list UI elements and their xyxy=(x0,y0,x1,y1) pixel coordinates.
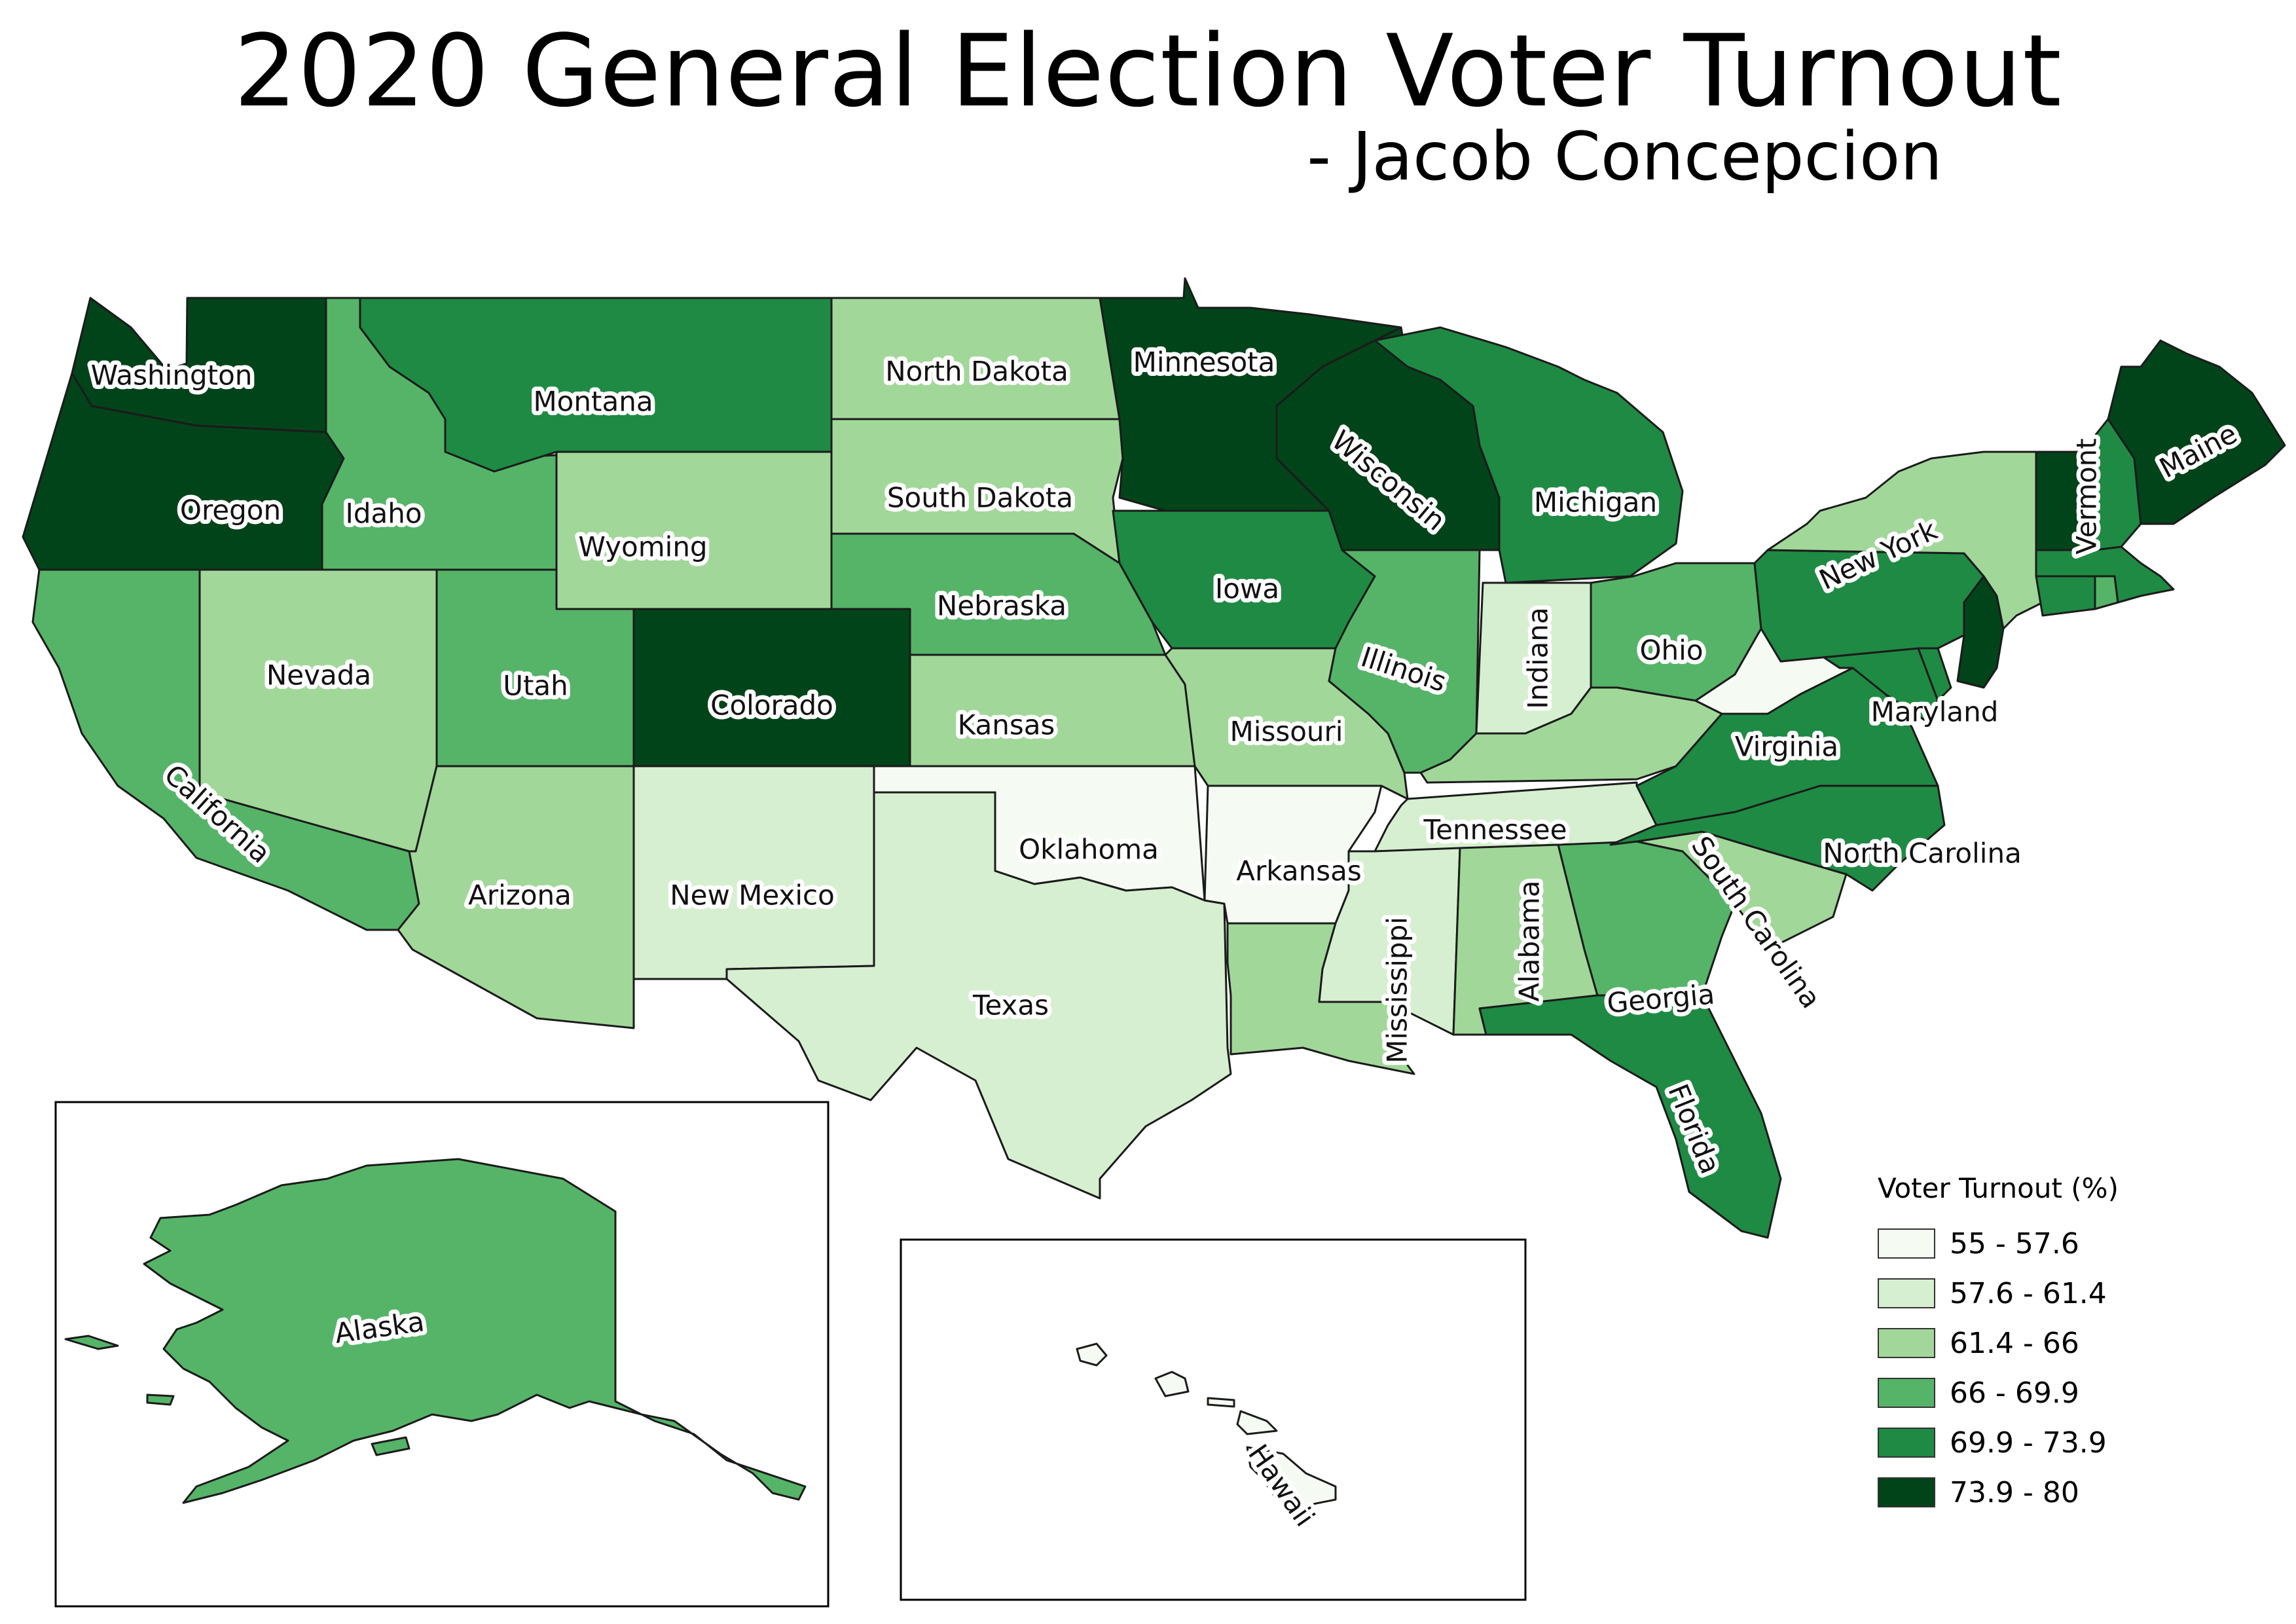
legend-label: 57.6 - 61.4 xyxy=(1950,1276,2107,1310)
legend-swatch xyxy=(1878,1278,1935,1308)
label-colorado: Colorado xyxy=(710,690,833,722)
state-massachusetts[interactable] xyxy=(2035,545,2175,604)
map-subtitle: - Jacob Concepcion xyxy=(1307,118,1942,196)
label-oklahoma: Oklahoma xyxy=(1019,834,1159,866)
hawaii-island-kauai xyxy=(1076,1342,1108,1367)
alaska-island-west xyxy=(64,1335,119,1350)
label-montana: Montana xyxy=(533,386,653,418)
map-title: 2020 General Election Voter Turnout xyxy=(234,13,2062,129)
legend-item: 61.4 - 66 xyxy=(1878,1318,2119,1368)
legend-swatch xyxy=(1878,1228,1935,1259)
legend-item: 55 - 57.6 xyxy=(1878,1219,2119,1268)
alaska-island-kodiak xyxy=(371,1436,410,1456)
hawaii-island-oahu xyxy=(1154,1371,1190,1397)
label-maryland: Maryland xyxy=(1871,696,1999,728)
label-virginia: Virginia xyxy=(1735,731,1838,763)
state-hawaii[interactable] xyxy=(1246,1446,1337,1507)
legend-title: Voter Turnout (%) xyxy=(1878,1172,2119,1204)
legend: Voter Turnout (%) 55 - 57.6 57.6 - 61.4 … xyxy=(1878,1172,2119,1517)
legend-item: 57.6 - 61.4 xyxy=(1878,1268,2119,1318)
hawaii-inset-frame xyxy=(900,1238,1527,1601)
label-arizona: Arizona xyxy=(468,879,572,912)
label-utah: Utah xyxy=(503,670,568,702)
alaska-island-south xyxy=(146,1393,175,1406)
legend-item: 73.9 - 80 xyxy=(1878,1467,2119,1517)
label-texas: Texas xyxy=(972,989,1049,1022)
state-maine[interactable] xyxy=(2107,339,2286,525)
hawaii-island-molokai xyxy=(1207,1397,1235,1408)
label-alabama: Alabama xyxy=(1514,880,1546,1001)
legend-swatch xyxy=(1878,1378,1935,1408)
legend-swatch xyxy=(1878,1428,1935,1458)
label-nevada: Nevada xyxy=(266,659,371,692)
state-connecticut[interactable] xyxy=(2035,575,2096,617)
label-north-carolina: North Carolina xyxy=(1823,838,2022,870)
label-tennessee: Tennessee xyxy=(1423,814,1567,846)
label-oregon: Oregon xyxy=(180,494,281,526)
legend-swatch xyxy=(1878,1477,1935,1507)
label-wyoming: Wyoming xyxy=(578,531,707,563)
label-idaho: Idaho xyxy=(345,498,422,530)
state-florida[interactable] xyxy=(1478,994,1782,1239)
label-michigan: Michigan xyxy=(1534,487,1657,519)
label-south-dakota: South Dakota xyxy=(887,482,1073,514)
legend-label: 73.9 - 80 xyxy=(1950,1475,2079,1509)
label-vermont: Vermont xyxy=(2071,438,2103,555)
label-kansas: Kansas xyxy=(958,709,1055,741)
state-new-mexico[interactable] xyxy=(632,765,875,980)
label-nebraska: Nebraska xyxy=(937,590,1066,622)
state-michigan[interactable] xyxy=(1374,326,1684,584)
label-ohio: Ohio xyxy=(1639,635,1703,667)
legend-item: 69.9 - 73.9 xyxy=(1878,1418,2119,1467)
label-washington: Washington xyxy=(91,360,253,392)
legend-label: 55 - 57.6 xyxy=(1950,1227,2079,1261)
state-colorado[interactable] xyxy=(632,608,911,767)
legend-label: 66 - 69.9 xyxy=(1950,1376,2079,1410)
state-alaska[interactable] xyxy=(143,1158,807,1504)
hawaii-island-maui xyxy=(1236,1410,1278,1435)
label-minnesota: Minnesota xyxy=(1133,346,1275,378)
alaska-inset-frame xyxy=(54,1101,829,1608)
legend-label: 61.4 - 66 xyxy=(1950,1326,2079,1360)
label-new-mexico: New Mexico xyxy=(670,879,835,912)
label-north-dakota: North Dakota xyxy=(885,356,1068,388)
label-missouri: Missouri xyxy=(1230,716,1343,748)
state-texas[interactable] xyxy=(725,791,1232,1200)
label-mississippi: Mississippi xyxy=(1381,917,1413,1063)
legend-item: 66 - 69.9 xyxy=(1878,1368,2119,1418)
label-arkansas: Arkansas xyxy=(1236,855,1361,887)
label-iowa: Iowa xyxy=(1215,573,1279,605)
legend-swatch xyxy=(1878,1328,1935,1358)
states-layer xyxy=(22,277,2286,1507)
label-indiana: Indiana xyxy=(1522,607,1554,709)
legend-label: 69.9 - 73.9 xyxy=(1950,1426,2107,1460)
